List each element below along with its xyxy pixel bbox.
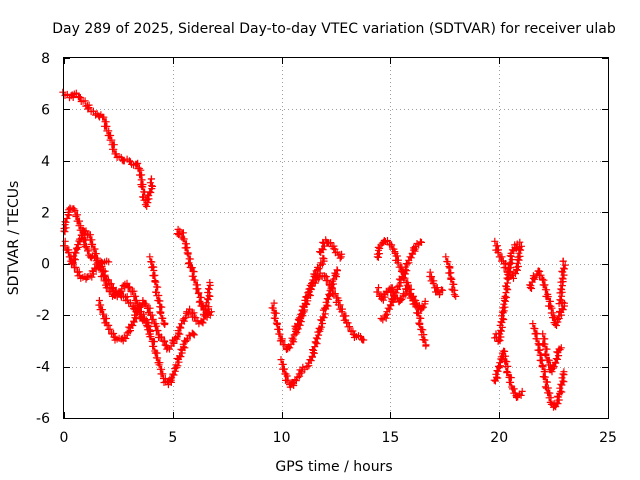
series-arc-11 <box>316 236 346 262</box>
series-arc-22 <box>539 330 565 376</box>
y-axis-label: SDTVAR / TECUs <box>6 181 22 296</box>
y-tick-label: 2 <box>41 205 50 221</box>
plus-markers <box>316 236 346 262</box>
plus-markers <box>491 240 521 345</box>
plus-markers <box>95 297 215 353</box>
plot-frame <box>63 57 609 419</box>
plus-markers <box>529 320 568 411</box>
chart-title: Day 289 of 2025, Sidereal Day-to-day VTE… <box>52 21 616 37</box>
y-tick-label: 4 <box>41 154 50 170</box>
plus-markers <box>555 257 569 308</box>
plus-markers <box>59 88 156 210</box>
series-arc-13 <box>373 284 429 314</box>
series-arc-9 <box>277 266 341 391</box>
plus-markers <box>426 268 447 299</box>
x-tick-label: 0 <box>60 430 69 446</box>
axis-ticks: 0 5 10 15 20 25 -6 -4 -2 0 2 4 6 8 <box>36 51 617 446</box>
grid-lines <box>64 58 608 418</box>
plus-markers <box>490 347 526 401</box>
plus-markers <box>173 225 214 320</box>
series-arc-16 <box>442 253 460 300</box>
x-tick-label: 10 <box>273 430 291 446</box>
series-arc-18 <box>491 240 521 345</box>
x-axis-label: GPS time / hours <box>275 459 392 475</box>
plus-markers <box>526 267 568 329</box>
plus-markers <box>291 269 368 344</box>
y-tick-label: 6 <box>41 102 50 118</box>
y-tick-label: 0 <box>41 257 50 273</box>
x-tick-label: 5 <box>168 430 177 446</box>
series-arc-5 <box>95 297 215 353</box>
x-tick-label: 15 <box>381 430 399 446</box>
series-arc-10 <box>291 269 368 344</box>
series-arc-20 <box>526 267 568 329</box>
series-arc-21 <box>529 320 568 411</box>
y-tick-label: -4 <box>36 360 50 376</box>
plus-markers <box>539 330 565 376</box>
x-tick-label: 20 <box>490 430 508 446</box>
series-arc-14 <box>377 238 425 324</box>
series-arc-15 <box>426 268 447 299</box>
y-tick-label: 8 <box>41 51 50 67</box>
data-marks <box>59 88 569 411</box>
plus-markers <box>373 284 429 314</box>
series-arc-6 <box>146 253 169 328</box>
plus-markers <box>377 238 425 324</box>
series-arc-4 <box>68 227 198 389</box>
y-tick-label: -2 <box>36 308 50 324</box>
series-arc-23 <box>555 257 569 308</box>
series-arc-19 <box>490 347 526 401</box>
plus-markers <box>146 253 169 328</box>
plus-markers <box>68 227 198 389</box>
plus-markers <box>277 266 341 391</box>
y-tick-label: -6 <box>36 411 50 427</box>
x-tick-label: 25 <box>599 430 617 446</box>
series-arc-1 <box>59 88 156 210</box>
plus-markers <box>442 253 460 300</box>
series-arc-7 <box>173 225 214 320</box>
